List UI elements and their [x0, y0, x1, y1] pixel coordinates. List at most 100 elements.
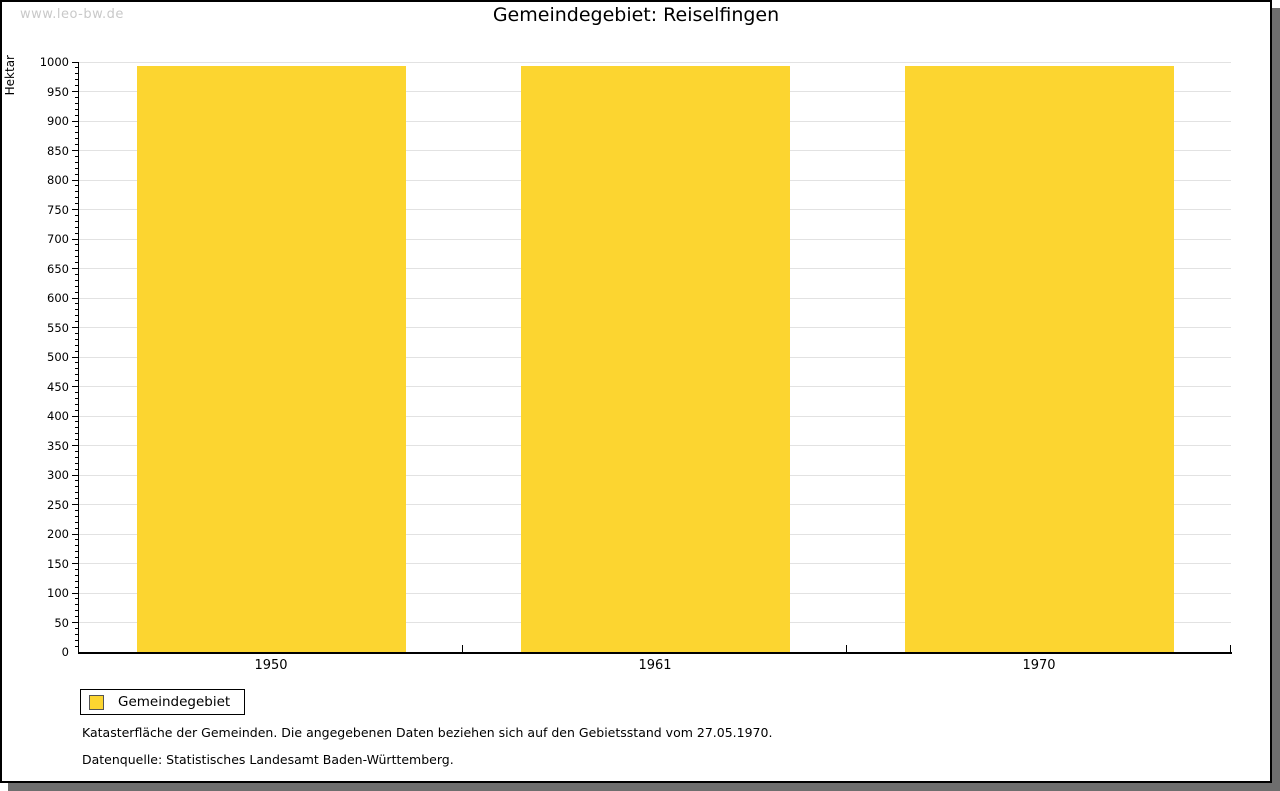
legend-label: Gemeindegebiet — [118, 694, 231, 710]
y-tick-310 — [75, 468, 78, 470]
y-tick-label-750: 750 — [47, 202, 69, 217]
x-tick-1 — [462, 645, 463, 652]
y-tick-label-1000: 1000 — [39, 55, 69, 69]
y-tick-220 — [75, 521, 78, 523]
y-tick-540 — [75, 332, 78, 334]
y-tick-840 — [75, 155, 78, 157]
y-tick-940 — [75, 96, 78, 98]
y-tick-760 — [75, 203, 78, 205]
y-tick-680 — [75, 250, 78, 252]
footer-source: Datenquelle: Statistisches Landesamt Bad… — [82, 752, 454, 767]
y-tick-400 — [72, 415, 78, 417]
y-tick-40 — [75, 627, 78, 629]
y-tick-480 — [75, 368, 78, 370]
y-tick-860 — [75, 144, 78, 146]
y-tick-790 — [75, 185, 78, 187]
y-tick-label-900: 900 — [47, 114, 69, 128]
y-tick-230 — [75, 515, 78, 517]
y-tick-330 — [75, 456, 78, 458]
y-tick-420 — [75, 403, 78, 405]
y-tick-880 — [75, 132, 78, 134]
y-tick-970 — [75, 79, 78, 81]
y-tick-label-550: 550 — [47, 320, 69, 335]
y-tick-10 — [75, 645, 78, 647]
y-tick-70 — [75, 610, 78, 612]
y-tick-label-650: 650 — [47, 261, 69, 276]
y-tick-720 — [75, 226, 78, 228]
x-axis-line — [78, 652, 1232, 654]
y-tick-820 — [75, 167, 78, 169]
y-tick-160 — [75, 557, 78, 559]
y-tick-210 — [75, 527, 78, 529]
x-tick-3 — [1230, 645, 1231, 652]
x-tick-label-1950: 1950 — [254, 658, 288, 673]
y-tick-label-50: 50 — [54, 615, 69, 630]
y-tick-930 — [75, 102, 78, 104]
y-tick-890 — [75, 126, 78, 128]
bar-1970 — [904, 65, 1174, 652]
y-tick-730 — [75, 220, 78, 222]
y-tick-360 — [75, 439, 78, 441]
y-tick-290 — [75, 480, 78, 482]
y-tick-370 — [75, 433, 78, 435]
y-tick-870 — [75, 138, 78, 140]
y-tick-410 — [75, 409, 78, 411]
y-tick-label-500: 500 — [47, 350, 69, 364]
y-tick-430 — [75, 397, 78, 399]
y-tick-570 — [75, 315, 78, 317]
y-tick-label-800: 800 — [47, 173, 69, 187]
y-tick-770 — [75, 197, 78, 199]
y-tick-960 — [75, 85, 78, 87]
x-tick-label-1970: 1970 — [1022, 658, 1056, 673]
y-tick-590 — [75, 303, 78, 305]
y-tick-190 — [75, 539, 78, 541]
y-tick-520 — [75, 344, 78, 346]
y-tick-label-350: 350 — [47, 438, 69, 453]
y-tick-980 — [75, 73, 78, 75]
y-tick-750 — [72, 209, 78, 210]
y-tick-530 — [75, 338, 78, 340]
y-tick-450 — [72, 386, 78, 387]
y-tick-380 — [75, 427, 78, 429]
y-tick-640 — [75, 273, 78, 275]
y-tick-label-200: 200 — [47, 527, 69, 541]
y-tick-130 — [75, 574, 78, 576]
y-tick-100 — [72, 592, 78, 594]
y-tick-740 — [75, 214, 78, 216]
y-tick-1000 — [72, 61, 78, 63]
y-tick-180 — [75, 545, 78, 547]
y-tick-900 — [72, 120, 78, 122]
gridline-1000 — [79, 61, 1231, 63]
y-tick-350 — [72, 445, 78, 446]
y-tick-950 — [72, 91, 78, 92]
y-tick-810 — [75, 173, 78, 175]
y-tick-110 — [75, 586, 78, 588]
legend: Gemeindegebiet — [80, 689, 246, 715]
y-tick-label-100: 100 — [47, 586, 69, 600]
y-tick-90 — [75, 598, 78, 600]
y-tick-690 — [75, 244, 78, 246]
y-tick-490 — [75, 362, 78, 364]
y-tick-990 — [75, 67, 78, 69]
y-tick-320 — [75, 462, 78, 464]
y-tick-label-300: 300 — [47, 468, 69, 482]
y-tick-830 — [75, 161, 78, 163]
y-tick-50 — [72, 622, 78, 623]
y-tick-470 — [75, 374, 78, 376]
y-axis-title: Hektar — [3, 55, 17, 96]
y-tick-label-400: 400 — [47, 409, 69, 423]
y-tick-440 — [75, 391, 78, 393]
y-tick-600 — [72, 297, 78, 299]
y-tick-label-600: 600 — [47, 291, 69, 305]
y-tick-label-0: 0 — [61, 645, 69, 659]
y-tick-610 — [75, 291, 78, 293]
y-tick-label-150: 150 — [47, 556, 69, 571]
y-tick-910 — [75, 114, 78, 116]
y-tick-780 — [75, 191, 78, 193]
y-tick-550 — [72, 327, 78, 328]
y-tick-270 — [75, 492, 78, 494]
x-tick-label-1961: 1961 — [638, 658, 672, 673]
y-tick-620 — [75, 285, 78, 287]
